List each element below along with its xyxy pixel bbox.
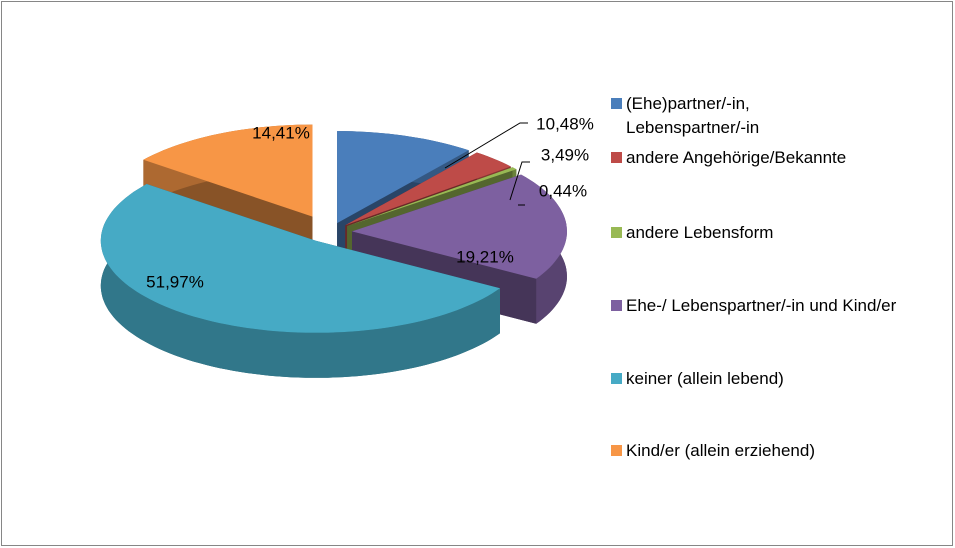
slice (352, 174, 567, 279)
slice-outer-wall (100, 184, 501, 378)
legend-label: Ehe-/ Lebenspartner/-in und Kind/er (626, 296, 897, 315)
legend-entry: keiner (allein lebend) (611, 367, 941, 391)
legend-label: andere Angehörige/Bekannte (626, 148, 847, 167)
slice (345, 152, 511, 226)
legend-label: Kind/er (allein erziehend) (626, 441, 815, 460)
leader-line (509, 161, 530, 201)
legend-label: keiner (allein lebend) (626, 369, 784, 388)
legend-swatch (611, 227, 622, 238)
legend-label: (Ehe)partner/-in, Lebenspartner/-in (626, 94, 760, 137)
legend-entry: (Ehe)partner/-in, Lebenspartner/-in (611, 92, 791, 140)
leader-line (444, 122, 528, 169)
data-label: 10,48% (536, 114, 594, 133)
legend-swatch (611, 445, 622, 456)
slice (337, 131, 469, 224)
legend-entry: Kind/er (allein erziehend) (611, 439, 941, 463)
data-label: 14,41% (252, 123, 310, 142)
data-label: 3,49% (541, 145, 589, 164)
data-label: 19,21% (456, 247, 514, 266)
slice (143, 124, 313, 217)
data-label: 51,97% (146, 272, 204, 291)
legend-swatch (611, 300, 622, 311)
slice (347, 167, 517, 227)
legend-swatch (611, 98, 622, 109)
legend-entry: andere Angehörige/Bekannte (611, 146, 941, 170)
legend-label: andere Lebensform (626, 223, 774, 242)
legend-entry: andere Lebensform (611, 221, 941, 245)
legend-swatch (611, 373, 622, 384)
slice (100, 184, 501, 333)
data-label: 0,44% (539, 181, 587, 200)
legend-swatch (611, 152, 622, 163)
legend-entry: Ehe-/ Lebenspartner/-in und Kind/er (611, 294, 921, 318)
